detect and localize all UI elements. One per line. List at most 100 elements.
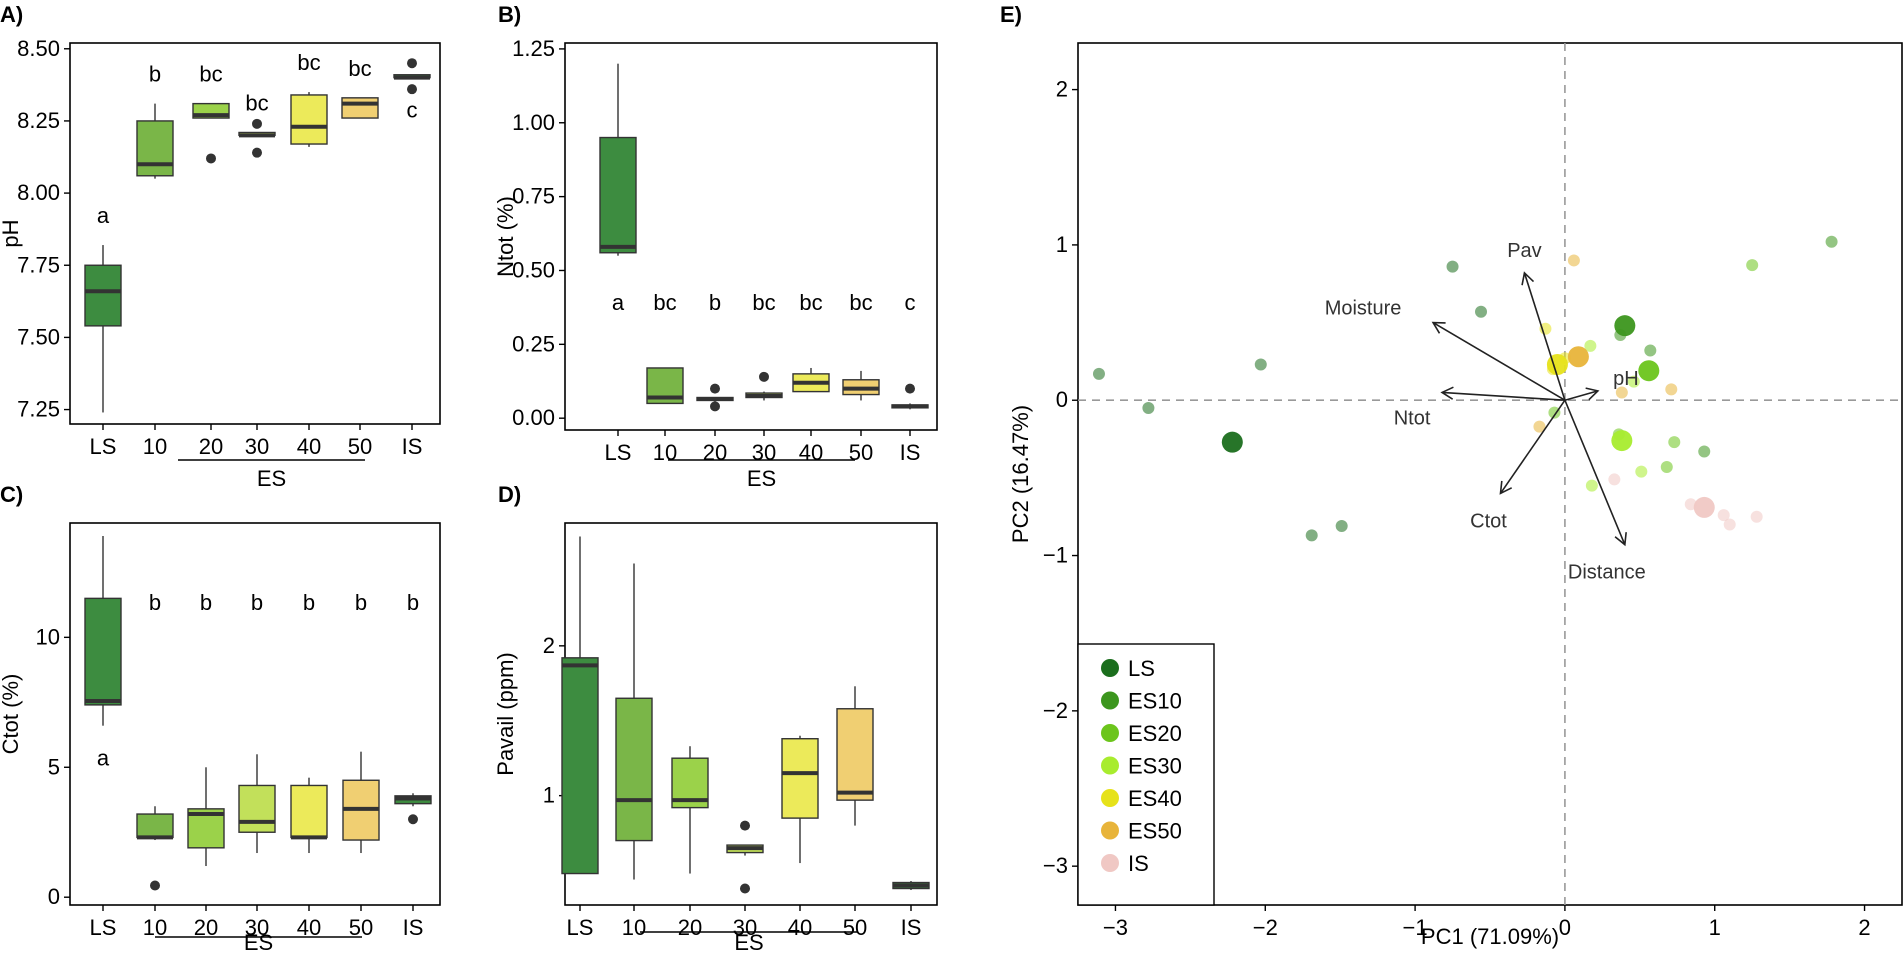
outlier-point xyxy=(740,820,750,831)
pca-centroid-es50 xyxy=(1567,346,1589,368)
legend-label: ES10 xyxy=(1128,689,1182,714)
pca-centroid-es30 xyxy=(1611,430,1633,452)
pca-point-is xyxy=(1608,473,1621,486)
loading-label: Ntot xyxy=(1394,407,1431,429)
x-tick-label: −1 xyxy=(1403,915,1428,940)
legend-swatch-es10 xyxy=(1101,691,1119,710)
loading-arrow xyxy=(1440,386,1565,402)
outlier-point xyxy=(252,118,262,129)
box-30 xyxy=(745,371,783,401)
y-tick-label: 0.50 xyxy=(512,257,555,282)
box-iqr xyxy=(341,97,379,119)
pca-point-es30 xyxy=(1635,465,1648,478)
legend: LS ES10 ES20 ES30 ES40 ES50 IS xyxy=(1077,643,1215,906)
box-iqr xyxy=(615,697,653,842)
x-tick-label: 10 xyxy=(653,440,677,465)
box-40 xyxy=(290,777,328,854)
pca-point-is xyxy=(1723,518,1736,531)
box-iqr xyxy=(290,784,328,839)
box-20 xyxy=(696,383,734,412)
pca-point-ls xyxy=(1254,358,1267,371)
box-10 xyxy=(615,563,653,880)
pca-point-es50 xyxy=(1567,254,1580,267)
loading-label: pH xyxy=(1613,368,1639,390)
x-tick-label: IS xyxy=(901,915,922,940)
y-tick-label: 2 xyxy=(1056,77,1068,102)
panel-a: A) 7.25 7.50 7.75 8.00 8.25 8.50 pH LS 10 20 30 40 50… xyxy=(0,2,441,491)
x-tick-label: 20 xyxy=(199,434,223,459)
x-tick-label: 50 xyxy=(349,915,373,940)
box-50 xyxy=(836,686,874,826)
y-tick-label: −3 xyxy=(1043,853,1068,878)
x-tick-label: 30 xyxy=(733,915,757,940)
pca-centroid-es40 xyxy=(1546,354,1568,376)
box-40 xyxy=(792,367,830,393)
panel-label: A) xyxy=(0,2,23,27)
y-tick-label: 0.00 xyxy=(512,405,555,430)
y-tick-label: 0 xyxy=(48,884,60,909)
y-tick-label: 1 xyxy=(1056,232,1068,257)
y-axis-title: Pavail (ppm) xyxy=(493,652,518,775)
y-tick-label: 8.25 xyxy=(17,108,60,133)
pca-point-es50 xyxy=(1533,420,1546,433)
x-tick-label: 40 xyxy=(297,915,321,940)
box-LS xyxy=(84,535,122,726)
pca-point-es10 xyxy=(1825,235,1838,248)
significance-letter: a xyxy=(97,203,110,228)
outlier-point xyxy=(407,84,417,95)
legend-label: ES40 xyxy=(1128,786,1182,811)
significance-letter: b xyxy=(149,62,161,87)
loading-label: Moisture xyxy=(1325,298,1402,320)
outlier-point xyxy=(408,814,418,825)
x-tick-label: 30 xyxy=(245,915,269,940)
x-tick-label: 50 xyxy=(348,434,372,459)
y-tick-label: 1 xyxy=(543,783,555,808)
box-50 xyxy=(342,751,380,854)
significance-letter: b xyxy=(200,590,212,615)
x-tick-label: LS xyxy=(567,915,594,940)
outlier-point xyxy=(740,883,750,894)
loading-arrow xyxy=(1431,321,1566,401)
box-IS xyxy=(394,793,432,825)
significance-letter: bc xyxy=(752,290,775,315)
y-tick-label: 10 xyxy=(36,624,60,649)
significance-letter: bc xyxy=(348,56,371,81)
legend-swatch-ls xyxy=(1101,659,1119,677)
x-tick-label: −2 xyxy=(1253,915,1278,940)
legend-box xyxy=(1077,643,1215,906)
box-iqr xyxy=(136,813,174,839)
y-tick-label: 7.25 xyxy=(17,397,60,422)
y-tick-label: 1.25 xyxy=(512,36,555,61)
legend-swatch-es30 xyxy=(1101,756,1119,775)
x-tick-label: 40 xyxy=(799,440,823,465)
y-tick-label: 0.75 xyxy=(512,184,555,209)
significance-letter: c xyxy=(407,98,418,123)
pca-centroid-es10 xyxy=(1614,315,1636,337)
panel-label: E) xyxy=(1000,2,1022,27)
box-IS xyxy=(892,881,930,891)
outlier-point xyxy=(407,58,417,69)
x-tick-label: LS xyxy=(90,434,117,459)
plot-frame xyxy=(69,42,441,425)
significance-letter: b xyxy=(407,590,419,615)
x-tick-label: LS xyxy=(90,915,117,940)
legend-label: LS xyxy=(1128,656,1155,681)
loading-label: Distance xyxy=(1568,562,1646,584)
significance-letter: a xyxy=(97,746,110,771)
x-tick-label: 20 xyxy=(678,915,702,940)
pca-point-es20 xyxy=(1660,461,1673,474)
outlier-point xyxy=(905,383,915,394)
box-10 xyxy=(136,806,174,891)
loading-arrow xyxy=(1564,387,1600,401)
loading-label: Pav xyxy=(1507,240,1541,262)
significance-letter: bc xyxy=(653,290,676,315)
significance-letter: bc xyxy=(297,50,320,75)
loading-arrow xyxy=(1499,399,1566,495)
panel-label: B) xyxy=(498,2,521,27)
box-iqr xyxy=(84,597,122,706)
box-LS xyxy=(84,245,122,413)
legend-swatch-es50 xyxy=(1101,821,1119,840)
legend-label: ES50 xyxy=(1128,819,1182,844)
pca-point-is xyxy=(1750,510,1763,523)
